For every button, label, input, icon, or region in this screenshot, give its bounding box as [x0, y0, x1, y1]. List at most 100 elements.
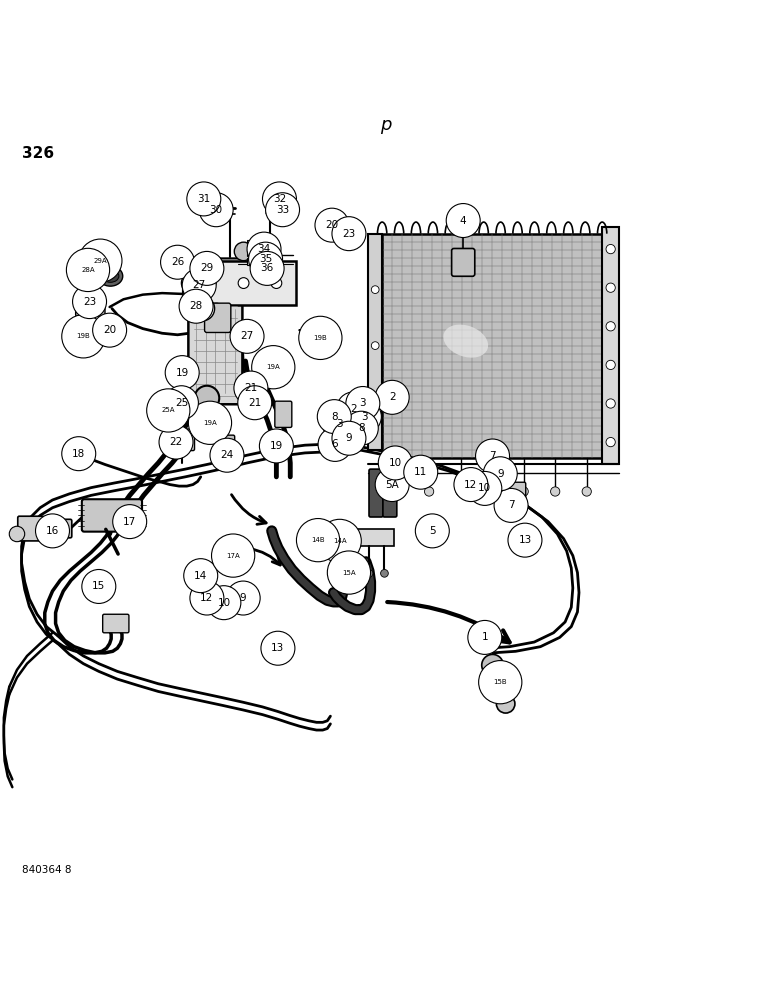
Text: 10: 10: [478, 483, 492, 493]
Text: р: р: [381, 116, 391, 134]
Ellipse shape: [443, 325, 488, 358]
Circle shape: [226, 581, 260, 615]
Circle shape: [62, 437, 96, 471]
Circle shape: [147, 389, 190, 432]
Circle shape: [318, 427, 352, 461]
Text: 11: 11: [414, 467, 428, 477]
Circle shape: [164, 386, 198, 420]
Circle shape: [252, 346, 295, 389]
Text: 840364 8: 840364 8: [22, 865, 71, 875]
FancyBboxPatch shape: [188, 258, 243, 286]
Text: 14: 14: [194, 571, 208, 581]
Circle shape: [371, 286, 379, 293]
Text: 5A: 5A: [385, 480, 399, 490]
Text: 20: 20: [325, 220, 339, 230]
Circle shape: [73, 285, 107, 319]
Text: 19A: 19A: [266, 364, 280, 370]
Circle shape: [479, 661, 522, 704]
Circle shape: [550, 487, 560, 496]
Text: 4: 4: [460, 216, 466, 226]
Circle shape: [234, 371, 268, 405]
Circle shape: [188, 401, 232, 444]
Circle shape: [271, 278, 282, 288]
Circle shape: [488, 487, 497, 496]
FancyBboxPatch shape: [311, 330, 328, 344]
FancyBboxPatch shape: [81, 329, 101, 346]
Text: 15B: 15B: [493, 679, 507, 685]
Circle shape: [93, 313, 127, 347]
Circle shape: [606, 399, 615, 408]
Text: 29A: 29A: [93, 258, 107, 264]
Text: 36: 36: [260, 263, 274, 273]
Circle shape: [508, 523, 542, 557]
Text: 19B: 19B: [313, 335, 327, 341]
FancyBboxPatch shape: [18, 516, 44, 541]
Circle shape: [212, 534, 255, 577]
Circle shape: [494, 488, 528, 522]
Circle shape: [113, 505, 147, 539]
FancyBboxPatch shape: [205, 303, 231, 332]
Text: 6: 6: [332, 439, 338, 449]
Circle shape: [606, 360, 615, 370]
Circle shape: [371, 342, 379, 349]
FancyBboxPatch shape: [368, 234, 382, 450]
FancyBboxPatch shape: [275, 401, 292, 427]
Circle shape: [496, 695, 515, 713]
FancyBboxPatch shape: [170, 429, 195, 451]
FancyBboxPatch shape: [215, 435, 235, 461]
Circle shape: [187, 182, 221, 216]
Circle shape: [66, 248, 110, 292]
FancyBboxPatch shape: [247, 249, 270, 256]
Circle shape: [606, 244, 615, 254]
Circle shape: [205, 278, 216, 288]
Text: 26: 26: [171, 257, 185, 267]
Circle shape: [207, 586, 241, 620]
FancyBboxPatch shape: [76, 295, 96, 316]
Text: 20: 20: [103, 325, 117, 335]
Circle shape: [247, 232, 281, 266]
FancyBboxPatch shape: [188, 298, 242, 404]
Circle shape: [393, 487, 402, 496]
Circle shape: [375, 468, 409, 502]
Circle shape: [296, 519, 340, 562]
Circle shape: [315, 208, 349, 242]
FancyBboxPatch shape: [452, 248, 475, 276]
FancyBboxPatch shape: [183, 282, 248, 303]
Circle shape: [317, 400, 351, 434]
Circle shape: [199, 193, 233, 227]
Circle shape: [190, 581, 224, 615]
Circle shape: [606, 283, 615, 292]
Circle shape: [190, 296, 215, 321]
Circle shape: [332, 421, 366, 455]
Text: 31: 31: [197, 194, 211, 204]
Text: 27: 27: [240, 331, 254, 341]
Circle shape: [346, 387, 380, 420]
Circle shape: [381, 569, 388, 577]
Text: 14B: 14B: [311, 537, 325, 543]
Text: 13: 13: [518, 535, 532, 545]
Circle shape: [238, 386, 272, 420]
Circle shape: [195, 386, 219, 410]
Text: 9: 9: [240, 593, 246, 603]
Text: 34: 34: [257, 244, 271, 254]
Circle shape: [36, 514, 69, 548]
Circle shape: [190, 251, 224, 285]
Text: 2: 2: [389, 392, 395, 402]
FancyBboxPatch shape: [103, 614, 129, 633]
Text: 18: 18: [72, 449, 86, 459]
Text: 19A: 19A: [203, 420, 217, 426]
Text: 9: 9: [346, 433, 352, 443]
FancyBboxPatch shape: [320, 529, 394, 546]
Text: 22: 22: [169, 437, 183, 447]
Circle shape: [161, 245, 195, 279]
Ellipse shape: [102, 270, 119, 282]
Text: 14A: 14A: [333, 538, 347, 544]
Text: 33: 33: [276, 205, 290, 215]
Text: 19B: 19B: [76, 333, 90, 339]
FancyBboxPatch shape: [383, 469, 397, 517]
Circle shape: [482, 654, 503, 676]
Circle shape: [468, 471, 502, 505]
Text: 29: 29: [200, 263, 214, 273]
Circle shape: [266, 193, 300, 227]
Circle shape: [179, 289, 213, 323]
